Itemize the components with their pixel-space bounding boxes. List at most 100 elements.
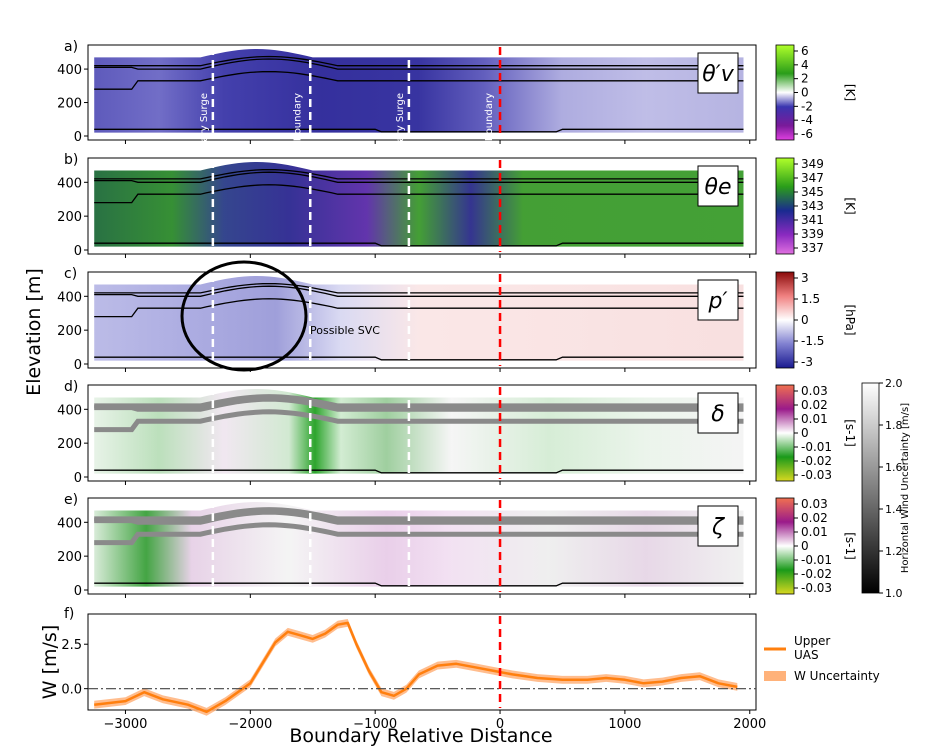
ytick-label: 200 (57, 97, 82, 112)
flight-track-contour (94, 242, 744, 247)
colorbar-tick-label: 3 (801, 271, 809, 285)
colorbar-tick-label: 349 (801, 157, 824, 171)
colorbar-tick-label: -0.03 (801, 468, 832, 482)
legend-label-upper-uas: Upper UAS (794, 634, 830, 662)
colorbar-tick-label: 0.03 (801, 497, 828, 511)
colorbar-tick-label: 2 (801, 72, 809, 86)
panel-c: c) 0 200 400 p′ 3 1.5 0 -1.5 -3 [hPa] Possible SVC (57, 260, 857, 373)
xtick-label: −1000 (353, 717, 397, 732)
upper-uas-line (94, 621, 738, 714)
panel-label: a) (64, 39, 78, 55)
flight-track-contour (94, 168, 744, 180)
colorbar-tick-label: 341 (801, 213, 824, 227)
field-fill (94, 49, 744, 133)
colorbar-tick-label: 0.01 (801, 525, 828, 539)
colorbar-tick-label: 0.03 (801, 384, 828, 398)
legend: Upper UAS W Uncertainty (764, 634, 880, 683)
colorbar-tick-label: 1.5 (801, 292, 820, 306)
flight-track-contour (94, 184, 744, 204)
boundary-label: Lead Boundary (484, 93, 495, 168)
panel-frame (87, 271, 757, 369)
field-fill (94, 162, 744, 247)
colorbar-tick-label: 0.02 (801, 398, 828, 412)
gray-colorbar-tick-label: 1.4 (885, 503, 903, 516)
gray-colorbar-tick-label: 1.2 (885, 545, 903, 558)
xtick-label: 1000 (608, 717, 641, 732)
panel-frame (87, 613, 757, 711)
colorbar-unit: [s-1] (843, 419, 857, 447)
colorbar-tick-label: 6 (801, 44, 809, 58)
variable-symbol-box: θe (697, 165, 739, 207)
xtick-label: −3000 (103, 717, 147, 732)
flight-track-contour (94, 171, 744, 183)
symbol-box-frame (697, 505, 739, 547)
colorbar-tick-label: 0 (801, 539, 809, 553)
legend-swatch-w-uncertainty (764, 671, 786, 681)
gray-colorbar-label: Horizontal Wind Uncertainty [m/s] (900, 403, 911, 573)
colorbar-tick-label: 347 (801, 171, 824, 185)
flight-track-contour (94, 409, 744, 433)
panel-frame (87, 44, 757, 141)
ytick-label: 200 (57, 437, 82, 452)
variable-symbol-box: δ (697, 392, 739, 434)
colorbar-tick-label: 339 (801, 227, 824, 241)
colorbar-tick-label: -3 (801, 355, 813, 369)
colorbar-tick-label: 4 (801, 58, 809, 72)
ytick-label: 0 (74, 244, 82, 259)
colorbar-tick-label: 337 (801, 241, 824, 255)
gray-colorbar-tick-label: 1.0 (885, 587, 903, 600)
ytick-label: 2.5 (61, 638, 82, 653)
ytick-label: 400 (57, 63, 82, 78)
panel-f-ylabel: W [m/s] (39, 625, 61, 699)
colorbar-unit: [hPa] (843, 304, 857, 335)
flight-track-contour (94, 58, 744, 70)
colorbar-tick-label: 343 (801, 199, 824, 213)
flight-track-contour (94, 55, 744, 67)
variable-symbol: δ (711, 402, 724, 427)
xtick-label: −2000 (228, 717, 272, 732)
colorbar-c: 3 1.5 0 -1.5 -3 [hPa] (775, 271, 857, 369)
svc-ellipse (180, 260, 308, 372)
ytick-label: 0 (74, 130, 82, 145)
panel-label: b) (64, 152, 78, 168)
colorbar-tick-label: 0 (801, 313, 809, 327)
symbol-box-frame (697, 279, 739, 321)
colorbar-tick-label: -1.5 (801, 334, 824, 348)
flight-track-contour (94, 469, 744, 474)
variable-symbol: θe (705, 175, 732, 200)
variable-symbol: ζ (711, 515, 725, 540)
colorbar-tick-label: -2 (801, 99, 813, 113)
flight-track-contour (94, 285, 744, 297)
variable-symbol-box: ζ (697, 505, 739, 547)
variable-symbol: p′ (708, 289, 728, 314)
colorbar-bar (775, 271, 795, 369)
flight-track-contour (94, 128, 744, 133)
ytick-label: 200 (57, 210, 82, 225)
flight-track-contour (94, 298, 744, 318)
symbol-box-frame (697, 165, 739, 207)
svc-annotation: Possible SVC (310, 324, 380, 337)
flight-track-contour (94, 70, 744, 90)
colorbar-bar (775, 44, 795, 141)
panel-label: d) (64, 379, 78, 395)
panel-f: f)W [m/s] 0.0 2.5 −3000 −2000 −1000 0 1000 2000 (39, 606, 766, 732)
gray-colorbar-tick-label: 1.6 (885, 461, 903, 474)
xtick-label: 0 (496, 717, 504, 732)
boundary-label: Tertiary Surge (199, 93, 210, 164)
boundary-label: Secondary Surge (395, 93, 406, 178)
flight-track-contour (94, 282, 744, 294)
shared-ylabel: Elevation [m] (23, 268, 45, 396)
colorbar-tick-label: 0 (801, 86, 809, 100)
colorbar-unit: [K] (843, 84, 857, 101)
colorbar-tick-label: -4 (801, 113, 813, 127)
ytick-label: 0 (74, 584, 82, 599)
colorbar-d: 0.030.020.010-0.01-0.02-0.03 [s-1] (775, 384, 857, 482)
colorbar-tick-label: -0.03 (801, 581, 832, 595)
xtick-label: 2000 (733, 717, 766, 732)
colorbar-tick-label: -6 (801, 127, 813, 141)
field-fill (94, 502, 744, 587)
field-fill (94, 389, 744, 474)
